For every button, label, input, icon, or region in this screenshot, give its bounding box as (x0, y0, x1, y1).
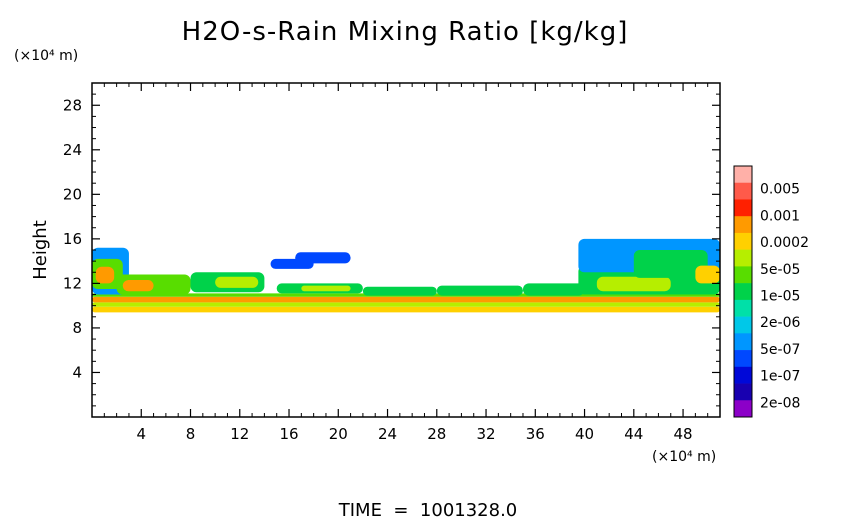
colorbar-swatch (734, 400, 752, 418)
data-regions (92, 238, 720, 313)
y-tick-label: 28 (63, 96, 82, 114)
y-tick-label: 4 (72, 363, 82, 381)
y-tick-label: 20 (63, 185, 82, 203)
x-tick-label: 4 (136, 425, 146, 443)
data-region (596, 276, 671, 292)
y-axis: 4 8 12 16 20 24 28 (63, 93, 720, 407)
colorbar-label: 5e-05 (760, 262, 800, 278)
data-region (436, 285, 523, 296)
colorbar-label: 1e-07 (760, 369, 800, 385)
colorbar-swatch (734, 182, 752, 200)
data-region (633, 250, 708, 278)
y-tick-label: 24 (63, 141, 82, 159)
x-tick-label: 16 (279, 425, 298, 443)
colorbar-label: 5e-07 (760, 342, 800, 358)
colorbar-swatch (734, 249, 752, 267)
x-tick-label: 48 (674, 425, 693, 443)
colorbar-swatch (734, 333, 752, 351)
data-region (122, 280, 154, 292)
x-axis: 4 8 12 16 20 24 28 32 36 40 44 48 (103, 83, 709, 443)
colorbar-swatch (734, 266, 752, 284)
time-footer: TIME = 1001328.0 (338, 500, 518, 519)
x-tick-label: 20 (329, 425, 348, 443)
x-tick-label: 32 (476, 425, 495, 443)
data-region (301, 285, 351, 292)
data-region (295, 252, 351, 264)
colorbar-label: 0.0002 (760, 235, 809, 251)
y-tick-label: 12 (63, 274, 82, 292)
colorbar-swatch (734, 283, 752, 301)
x-tick-label: 24 (378, 425, 397, 443)
data-region (95, 266, 115, 284)
x-tick-label: 8 (186, 425, 196, 443)
x-tick-label: 40 (575, 425, 594, 443)
colorbar-swatch (734, 299, 752, 317)
y-unit-label: (×10⁴ m) (14, 48, 78, 64)
colorbar-label: 2e-08 (760, 395, 800, 411)
x-tick-label: 12 (230, 425, 249, 443)
data-region (92, 296, 720, 303)
data-region (695, 265, 720, 284)
data-region (215, 276, 259, 288)
y-tick-label: 16 (63, 230, 82, 248)
colorbar-swatch (734, 383, 752, 401)
colorbar-swatch (734, 366, 752, 384)
colorbar-swatch (734, 232, 752, 250)
data-region (362, 286, 437, 296)
x-tick-label: 28 (427, 425, 446, 443)
colorbar-swatch (734, 216, 752, 234)
y-axis-label: Height (30, 220, 51, 280)
y-tick-label: 8 (72, 319, 82, 337)
colorbar-label: 2e-06 (760, 315, 800, 331)
data-region (522, 283, 585, 296)
colorbar-label: 0.005 (760, 182, 800, 198)
colorbar-swatch (734, 199, 752, 217)
data-region (92, 306, 720, 313)
colorbar: 0.005 0.001 0.0002 5e-05 1e-05 2e-06 5e-07 1e-0… (733, 165, 809, 418)
colorbar-frame (733, 165, 753, 418)
chart-title: H2O-s-Rain Mixing Ratio [kg/kg] (182, 17, 629, 47)
colorbar-swatch (734, 166, 752, 184)
x-unit-label: (×10⁴ m) (652, 449, 716, 465)
colorbar-label: 1e-05 (760, 289, 800, 305)
x-tick-label: 36 (526, 425, 545, 443)
x-tick-label: 44 (624, 425, 643, 443)
colorbar-swatch (734, 350, 752, 368)
colorbar-swatch (734, 316, 752, 334)
colorbar-label: 0.001 (760, 208, 800, 224)
data-region (92, 302, 720, 307)
